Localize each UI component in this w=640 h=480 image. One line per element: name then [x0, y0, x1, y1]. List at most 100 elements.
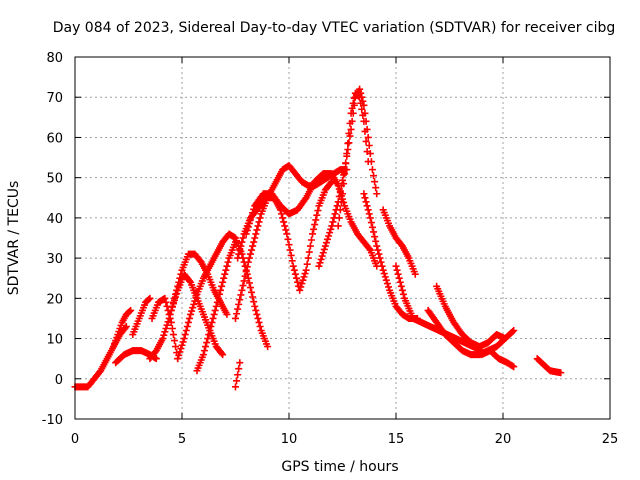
data-point — [395, 274, 403, 282]
data-point — [264, 343, 272, 351]
data-point — [291, 270, 299, 278]
data-point — [364, 158, 372, 166]
data-point — [236, 296, 244, 304]
data-point — [254, 222, 262, 230]
data-point — [282, 226, 290, 234]
data-point — [203, 339, 211, 347]
data-point — [347, 125, 355, 133]
data-point — [314, 207, 322, 215]
data-point — [310, 225, 318, 233]
data-point — [246, 216, 254, 224]
data-point — [383, 280, 391, 288]
data-point — [207, 322, 215, 330]
data-point — [219, 351, 227, 359]
data-point — [238, 238, 246, 246]
data-point — [208, 318, 216, 326]
data-point — [358, 105, 366, 113]
data-point — [327, 225, 335, 233]
series-arc-1 — [71, 322, 130, 391]
data-point — [248, 212, 256, 220]
x-tick-label: 25 — [602, 432, 619, 447]
data-point — [357, 99, 365, 107]
data-point — [209, 314, 217, 322]
data-point — [242, 268, 250, 276]
data-point — [214, 294, 222, 302]
data-point — [311, 221, 319, 229]
data-point — [340, 171, 348, 179]
data-point — [233, 377, 241, 385]
data-point — [250, 205, 258, 213]
data-point — [363, 148, 371, 156]
data-point — [190, 300, 198, 308]
data-point — [335, 214, 343, 222]
data-point — [368, 223, 376, 231]
data-point — [399, 290, 407, 298]
data-point — [329, 218, 337, 226]
y-tick-label: 40 — [46, 212, 63, 227]
data-point — [167, 306, 175, 314]
data-point — [236, 359, 244, 367]
data-point — [359, 111, 367, 119]
data-point — [360, 190, 368, 198]
data-point — [362, 198, 370, 206]
data-point — [250, 238, 258, 246]
data-point — [373, 190, 381, 198]
data-point — [184, 318, 192, 326]
data-point — [307, 236, 315, 244]
data-point — [312, 216, 320, 224]
data-point — [365, 210, 373, 218]
y-tick-label: 50 — [46, 172, 63, 187]
data-point — [177, 345, 185, 353]
data-point — [224, 258, 232, 266]
data-point — [342, 160, 350, 168]
data-point — [174, 355, 182, 363]
data-point — [245, 254, 253, 262]
data-point — [392, 262, 400, 270]
data-point — [368, 166, 376, 174]
data-point — [253, 226, 261, 234]
data-point — [285, 241, 293, 249]
x-axis-label: GPS time / hours — [281, 459, 398, 475]
y-tick-labels: -10 0 10 20 30 40 50 60 70 80 — [42, 51, 63, 428]
data-point — [331, 210, 339, 218]
data-point — [316, 259, 324, 267]
data-point — [345, 129, 353, 137]
data-point — [341, 170, 349, 178]
data-point — [297, 283, 305, 291]
data-point — [192, 294, 200, 302]
data-point — [280, 218, 288, 226]
data-point — [347, 109, 355, 117]
data-point — [306, 242, 314, 250]
series-arc-6 — [148, 294, 182, 363]
data-point — [248, 246, 256, 254]
data-point — [328, 222, 336, 230]
data-point — [300, 273, 308, 281]
grid — [75, 57, 610, 419]
data-point — [202, 343, 210, 351]
data-point — [252, 230, 260, 238]
data-point — [370, 228, 378, 236]
data-point — [356, 85, 364, 93]
data-point — [181, 331, 189, 339]
data-point — [339, 190, 346, 198]
data-point — [146, 294, 154, 302]
data-point — [171, 296, 179, 304]
data-point — [199, 351, 207, 359]
data-point — [163, 321, 171, 329]
data-point — [510, 363, 518, 371]
data-point — [326, 229, 334, 237]
data-point — [372, 237, 380, 245]
series-arc-19 — [424, 306, 518, 359]
y-tick-label: 10 — [46, 333, 63, 348]
data-point — [244, 223, 252, 231]
data-point — [185, 314, 193, 322]
data-point — [309, 230, 317, 238]
data-point — [501, 335, 509, 343]
data-points — [71, 85, 565, 391]
data-point — [298, 280, 306, 288]
data-point — [221, 270, 229, 278]
data-point — [161, 328, 169, 336]
data-point — [279, 214, 287, 222]
data-point — [205, 331, 213, 339]
data-point — [376, 254, 384, 262]
